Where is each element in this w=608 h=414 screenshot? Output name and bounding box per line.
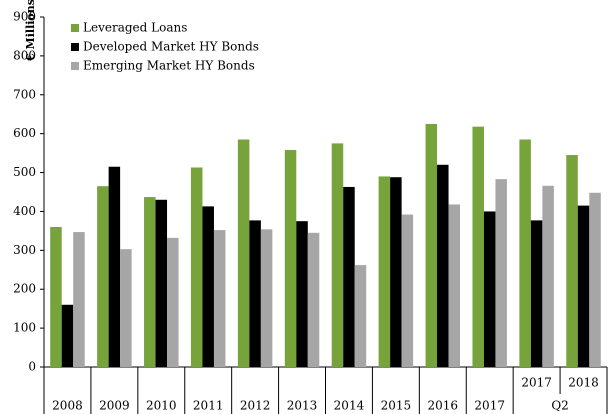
y-tick-label: 100 (13, 321, 36, 335)
bar (343, 186, 355, 367)
x-tick-label: 2018 (568, 376, 599, 390)
x-tick-label: 2010 (146, 399, 177, 413)
bar (296, 221, 308, 367)
bar (483, 211, 496, 367)
bar (589, 192, 601, 367)
bar (260, 229, 273, 367)
x-tick-label: 2011 (193, 399, 224, 413)
bar (307, 232, 320, 367)
legend-swatch (71, 62, 79, 70)
bar (401, 214, 414, 367)
y-tick-label: 400 (13, 204, 36, 218)
y-tick-label: 700 (13, 87, 36, 101)
y-tick-label: 0 (28, 360, 36, 374)
bar (97, 186, 109, 367)
x-tick-label: 2014 (334, 399, 365, 413)
x-tick-label: 2012 (240, 399, 271, 413)
x-group-label: Q2 (551, 399, 568, 413)
bar (61, 304, 74, 367)
bar (519, 139, 531, 367)
y-tick-label: 900 (13, 10, 36, 24)
bar (448, 204, 461, 367)
x-tick-label: 2009 (99, 399, 130, 413)
y-tick-label: 500 (13, 165, 36, 179)
bar (213, 230, 226, 367)
bar (331, 143, 344, 367)
x-tick-label: 2008 (52, 399, 83, 413)
bar (155, 199, 168, 367)
bar (237, 139, 250, 367)
x-tick-label: 2017 (474, 399, 505, 413)
x-tick-label: 2016 (428, 399, 459, 413)
y-axis-label: € Millions (24, 0, 37, 62)
bar (390, 177, 402, 367)
bar (202, 206, 214, 367)
legend-swatch (71, 24, 79, 32)
bar (144, 197, 156, 367)
bar (542, 185, 554, 367)
y-tick-label: 200 (13, 282, 36, 296)
y-tick-label: 600 (13, 126, 36, 140)
y-tick-label: 800 (13, 48, 36, 62)
bar (495, 179, 507, 367)
x-tick-label: 2013 (287, 399, 318, 413)
x-tick-label: 2017 (521, 376, 552, 390)
legend-swatch (71, 43, 79, 51)
bar (190, 167, 203, 367)
bar (108, 166, 121, 367)
bar (284, 150, 297, 367)
bar (530, 220, 543, 367)
x-tick-label: 2015 (381, 399, 412, 413)
y-tick-label: 300 (13, 243, 36, 257)
bar (73, 232, 85, 367)
bar (472, 126, 484, 368)
bar (50, 227, 62, 367)
bar (354, 265, 367, 367)
legend-label: Emerging Market HY Bonds (83, 59, 255, 73)
bar (167, 237, 179, 367)
bar (249, 220, 261, 367)
bar (120, 249, 132, 367)
bar (378, 176, 391, 367)
bar (425, 123, 438, 367)
bar (566, 155, 578, 367)
legend-label: Leveraged Loans (83, 21, 187, 35)
bar (437, 164, 449, 367)
bar (577, 205, 590, 367)
legend-label: Developed Market HY Bonds (83, 40, 259, 54)
